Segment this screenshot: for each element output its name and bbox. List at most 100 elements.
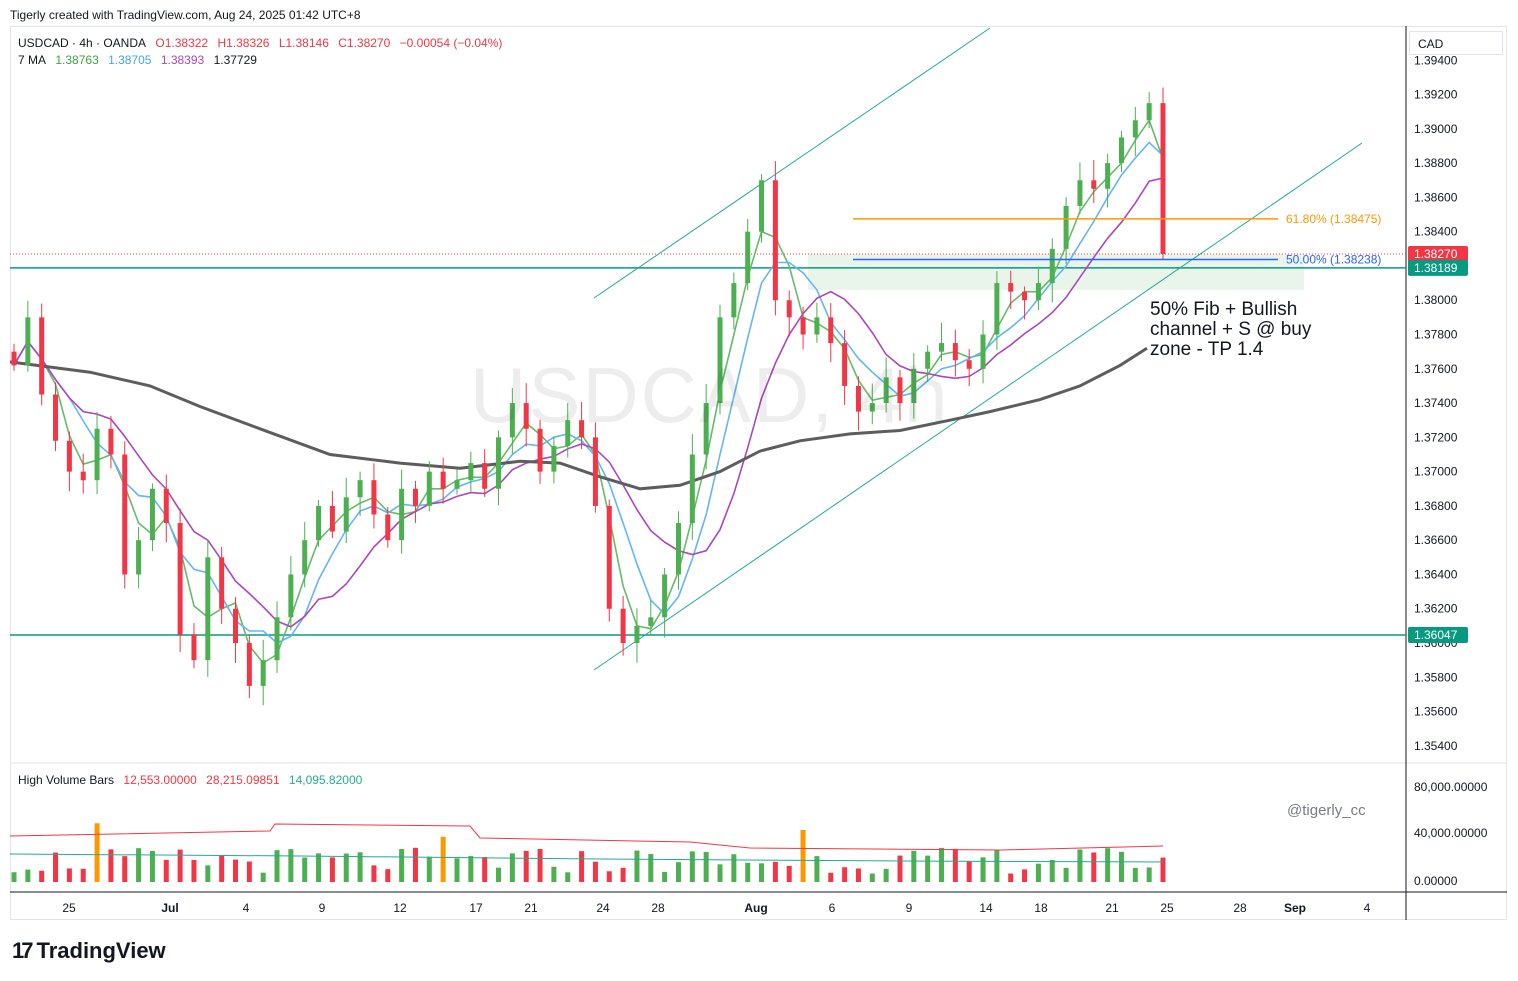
candle-body[interactable]	[662, 574, 668, 618]
volume-bar[interactable]	[1049, 860, 1055, 882]
candle-body[interactable]	[994, 283, 1000, 335]
candle-body[interactable]	[648, 617, 654, 626]
candle-body[interactable]	[523, 403, 529, 429]
volume-bar[interactable]	[883, 868, 889, 882]
symbol-label[interactable]: USDCAD · 4h · OANDA	[18, 36, 147, 50]
candle-body[interactable]	[219, 557, 225, 609]
volume-bar[interactable]	[302, 857, 308, 882]
volume-bar[interactable]	[800, 829, 806, 882]
volume-bar[interactable]	[1146, 867, 1152, 882]
candle-body[interactable]	[399, 488, 405, 541]
volume-legend[interactable]: High Volume Bars 12,553.00000 28,215.098…	[18, 773, 368, 787]
trade-annotation[interactable]: 50% Fib + Bullish channel + S @ buy zone…	[1150, 299, 1312, 360]
candle-body[interactable]	[412, 488, 418, 506]
volume-bar[interactable]	[371, 865, 377, 882]
volume-bar[interactable]	[288, 849, 294, 882]
volume-bar[interactable]	[952, 848, 958, 882]
candle-body[interactable]	[1077, 180, 1083, 206]
volume-bar[interactable]	[274, 850, 280, 882]
candle-body[interactable]	[260, 660, 266, 686]
volume-bar[interactable]	[1008, 873, 1014, 882]
candle-body[interactable]	[454, 480, 460, 489]
volume-bar[interactable]	[966, 861, 972, 882]
volume-bar[interactable]	[689, 851, 695, 882]
candle-body[interactable]	[426, 471, 432, 506]
candle-body[interactable]	[551, 445, 557, 472]
volume-bar[interactable]	[897, 855, 903, 882]
candle-body[interactable]	[717, 317, 723, 404]
candle-body[interactable]	[634, 625, 640, 644]
candle-body[interactable]	[1160, 103, 1166, 254]
volume-bar[interactable]	[246, 861, 252, 882]
volume-bar[interactable]	[399, 849, 405, 882]
volume-bar[interactable]	[316, 853, 322, 882]
candle-body[interactable]	[1146, 103, 1152, 121]
candle-body[interactable]	[842, 343, 848, 386]
candle-body[interactable]	[357, 480, 363, 498]
volume-bar[interactable]	[94, 823, 100, 882]
candle-body[interactable]	[952, 343, 958, 361]
candle-body[interactable]	[177, 523, 183, 635]
candle-body[interactable]	[869, 403, 875, 412]
candle-body[interactable]	[288, 574, 294, 618]
volume-bar[interactable]	[205, 865, 211, 882]
candle-body[interactable]	[66, 440, 72, 472]
candle-body[interactable]	[759, 180, 765, 232]
candle-body[interactable]	[1132, 120, 1138, 138]
volume-bar[interactable]	[551, 866, 557, 882]
volume-bar[interactable]	[1022, 869, 1028, 882]
volume-bar[interactable]	[191, 859, 197, 882]
candle-body[interactable]	[11, 351, 17, 366]
candle-body[interactable]	[316, 505, 322, 541]
candle-body[interactable]	[482, 463, 488, 489]
candle-body[interactable]	[149, 488, 155, 541]
candle-body[interactable]	[191, 634, 197, 661]
candle-body[interactable]	[579, 420, 585, 438]
volume-bar[interactable]	[759, 863, 765, 882]
volume-bar[interactable]	[939, 847, 945, 882]
volume-bar[interactable]	[565, 872, 571, 882]
ma-legend[interactable]: 7 MA 1.38763 1.38705 1.38393 1.37729	[18, 53, 263, 67]
candle-body[interactable]	[675, 523, 681, 575]
volume-bar[interactable]	[11, 872, 17, 882]
candle-body[interactable]	[302, 540, 308, 575]
candle-body[interactable]	[537, 428, 543, 472]
volume-bar[interactable]	[454, 858, 460, 882]
candle-body[interactable]	[39, 317, 45, 395]
volume-bar[interactable]	[1063, 867, 1069, 882]
candle-body[interactable]	[731, 283, 737, 318]
volume-bar[interactable]	[731, 854, 737, 882]
volume-bar[interactable]	[509, 853, 515, 882]
volume-bar[interactable]	[842, 867, 848, 882]
volume-bar[interactable]	[814, 856, 820, 882]
volume-bar[interactable]	[496, 867, 502, 882]
candle-body[interactable]	[772, 180, 778, 301]
volume-bar[interactable]	[869, 873, 875, 882]
candle-body[interactable]	[385, 514, 391, 541]
volume-bar[interactable]	[717, 864, 723, 882]
candle-body[interactable]	[565, 420, 571, 446]
volume-bar[interactable]	[25, 869, 31, 882]
volume-bar[interactable]	[1118, 851, 1124, 882]
candle-body[interactable]	[440, 471, 446, 489]
candle-body[interactable]	[246, 643, 252, 686]
candle-body[interactable]	[343, 497, 349, 532]
volume-bar[interactable]	[828, 872, 834, 882]
volume-bar[interactable]	[53, 852, 59, 882]
volume-bar[interactable]	[163, 859, 169, 882]
volume-bar[interactable]	[980, 857, 986, 882]
candle-body[interactable]	[703, 403, 709, 455]
volume-bar[interactable]	[482, 856, 488, 882]
candle-body[interactable]	[828, 317, 834, 344]
volume-bar[interactable]	[1160, 857, 1166, 882]
volume-bar[interactable]	[260, 872, 266, 882]
candle-body[interactable]	[925, 351, 931, 369]
candle-body[interactable]	[1035, 283, 1041, 301]
volume-bar[interactable]	[177, 849, 183, 882]
candle-body[interactable]	[1049, 248, 1055, 284]
candle-body[interactable]	[897, 377, 903, 404]
volume-bar[interactable]	[426, 856, 432, 882]
candle-body[interactable]	[1008, 283, 1014, 292]
volume-bar[interactable]	[108, 849, 114, 882]
